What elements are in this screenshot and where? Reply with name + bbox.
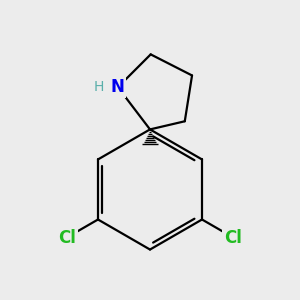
Text: Cl: Cl bbox=[224, 229, 242, 247]
Text: Cl: Cl bbox=[58, 229, 76, 247]
Text: H: H bbox=[94, 80, 104, 94]
Text: N: N bbox=[111, 78, 125, 96]
